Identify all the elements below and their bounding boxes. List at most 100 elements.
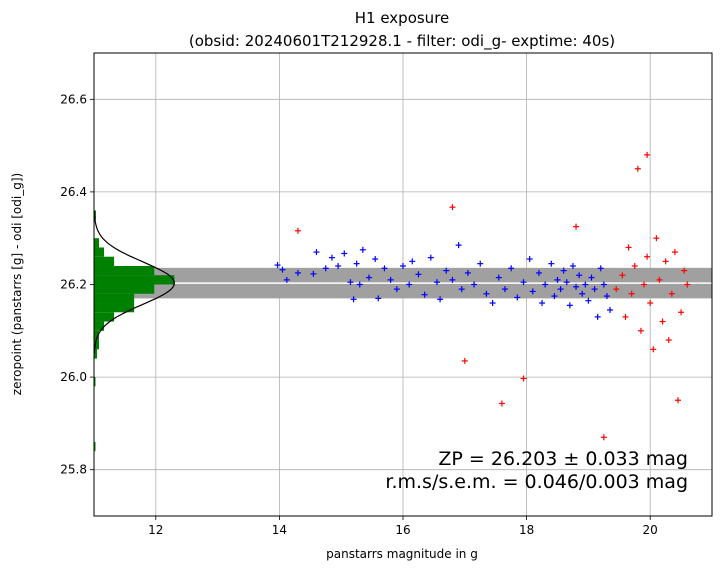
rejected-star-point <box>498 400 505 407</box>
used-star-point <box>415 271 422 278</box>
rejected-star-point <box>644 253 651 260</box>
histogram-bar <box>94 293 135 304</box>
used-star-point <box>313 249 320 256</box>
used-star-point <box>375 295 382 302</box>
used-star-point <box>542 281 549 288</box>
used-star-point <box>274 262 281 269</box>
data-points <box>274 151 691 441</box>
used-star-point <box>566 302 573 309</box>
x-tick-label: 16 <box>395 523 410 537</box>
rejected-star-point <box>520 375 527 382</box>
used-star-point <box>551 293 558 300</box>
used-star-point <box>406 281 413 288</box>
used-star-point <box>554 276 561 283</box>
used-star-point <box>489 300 496 307</box>
rejected-star-point <box>622 313 629 320</box>
used-star-point <box>477 260 484 267</box>
histogram-bar <box>94 256 115 266</box>
rejected-star-point <box>461 357 468 364</box>
used-star-point <box>557 286 564 293</box>
used-star-point <box>359 246 366 253</box>
used-star-point <box>607 306 614 313</box>
histogram-bar <box>94 275 175 285</box>
used-star-point <box>449 276 456 283</box>
used-star-point <box>372 256 379 263</box>
histogram-bar <box>94 349 98 359</box>
axis-ticks: 12 14 16 18 20 25.8 26.0 26.2 26.4 26.6 <box>60 92 658 537</box>
used-star-point <box>579 290 586 297</box>
used-star-point <box>455 242 462 249</box>
rejected-star-point <box>644 151 651 158</box>
used-star-point <box>514 294 521 301</box>
used-star-point <box>569 262 576 269</box>
used-star-point <box>576 272 583 279</box>
used-star-point <box>322 265 329 272</box>
rejected-star-point <box>653 235 660 242</box>
used-star-point <box>563 279 570 286</box>
histogram-bar <box>94 340 100 350</box>
used-star-point <box>443 267 450 274</box>
rejected-star-point <box>678 309 685 316</box>
used-star-point <box>539 300 546 307</box>
used-star-point <box>283 276 290 283</box>
rejected-star-point <box>647 300 654 307</box>
used-star-point <box>381 265 388 272</box>
y-tick-label: 26.0 <box>60 370 87 384</box>
zp-annotation: ZP = 26.203 ± 0.033 mag r.m.s/s.e.m. = 0… <box>385 448 688 493</box>
used-star-point <box>366 274 373 281</box>
histogram-bar <box>94 247 105 257</box>
used-star-point <box>529 288 536 295</box>
chart-title: H1 exposure <box>355 9 450 27</box>
used-star-point <box>458 286 465 293</box>
y-tick-label: 25.8 <box>60 463 87 477</box>
histogram-bar <box>94 377 96 387</box>
x-tick-label: 14 <box>272 523 287 537</box>
zp-annotation-line: ZP = 26.203 ± 0.033 mag <box>438 448 688 470</box>
rejected-star-point <box>619 272 626 279</box>
used-star-point <box>387 276 394 283</box>
rejected-star-point <box>294 227 301 234</box>
used-star-point <box>548 260 555 267</box>
used-star-point <box>520 279 527 286</box>
used-star-point <box>495 274 502 281</box>
y-axis-label: zeropoint (panstarrs [g] - odi [odi_g]) <box>10 173 24 395</box>
x-tick-label: 12 <box>148 523 163 537</box>
histogram-bar <box>94 265 155 276</box>
used-star-point <box>350 296 357 303</box>
used-star-point <box>437 296 444 303</box>
rejected-star-point <box>628 290 635 297</box>
used-star-point <box>341 250 348 257</box>
used-star-point <box>279 266 286 273</box>
rejected-star-point <box>634 165 641 172</box>
used-star-point <box>501 286 508 293</box>
gaussian-curve <box>93 211 175 354</box>
rejected-star-point <box>656 276 663 283</box>
rejected-star-point <box>641 281 648 288</box>
histogram-bar <box>94 312 115 322</box>
used-star-point <box>347 279 354 286</box>
rejected-star-point <box>668 290 675 297</box>
rejected-star-point <box>637 327 644 334</box>
rejected-star-point <box>662 258 669 265</box>
rejected-star-point <box>665 337 672 344</box>
zp-band <box>94 267 712 299</box>
used-star-point <box>560 267 567 274</box>
rejected-star-point <box>650 346 657 353</box>
rejected-star-point <box>625 244 632 251</box>
used-star-point <box>603 293 610 300</box>
y-tick-label: 26.2 <box>60 278 87 292</box>
x-tick-label: 18 <box>519 523 534 537</box>
used-star-point <box>585 297 592 304</box>
plot-frame <box>93 52 713 517</box>
used-star-point <box>591 286 598 293</box>
rejected-star-point <box>600 434 607 441</box>
used-star-point <box>464 269 471 276</box>
used-star-point <box>588 274 595 281</box>
used-star-point <box>433 279 440 286</box>
used-star-point <box>471 281 478 288</box>
used-star-point <box>356 281 363 288</box>
x-tick-label: 20 <box>643 523 658 537</box>
rejected-star-point <box>573 223 580 230</box>
used-star-point <box>594 313 601 320</box>
rejected-star-point <box>613 286 620 293</box>
